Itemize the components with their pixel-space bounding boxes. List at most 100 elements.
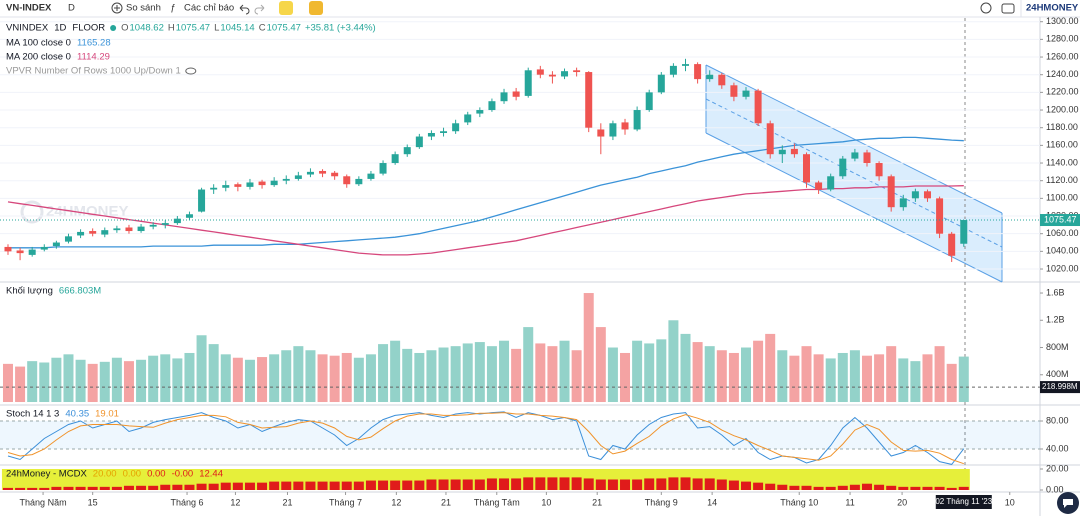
bar [535, 343, 546, 403]
y-tick-label: 1120.00 [1046, 175, 1078, 185]
bar [632, 340, 643, 403]
bar [692, 342, 703, 403]
bar [365, 480, 376, 491]
indicator-icon: ƒ [170, 3, 175, 14]
bar [559, 477, 570, 491]
y-tick-label: 1060.00 [1046, 228, 1079, 238]
candle-body [827, 176, 835, 190]
legend-text: 1075.47 [267, 23, 301, 34]
redo[interactable] [254, 4, 265, 15]
bar [39, 487, 50, 491]
bar [523, 477, 534, 491]
candle-body [706, 74, 714, 80]
bar [583, 293, 594, 403]
bar [317, 481, 328, 491]
bar [825, 486, 836, 491]
visibility-icon[interactable] [185, 67, 197, 75]
chart-layer: 1020.001040.001060.001080.001100.001120.… [0, 16, 1080, 509]
bar [269, 354, 280, 403]
bar [692, 478, 703, 491]
bar [160, 354, 171, 403]
watermark-logo [20, 200, 44, 224]
y-tick-label: 1100.00 [1046, 193, 1078, 203]
bar [535, 477, 546, 491]
bar [716, 350, 727, 403]
bar [329, 481, 340, 491]
bar [511, 478, 522, 491]
legend-text: MA 200 close 0 [6, 52, 71, 63]
indicators-button[interactable]: Các chỉ báo [184, 3, 234, 14]
tool-icon[interactable] [309, 1, 323, 15]
bar [777, 484, 788, 491]
candle-body [77, 231, 85, 236]
snapshot-icon[interactable] [1001, 3, 1015, 14]
undo[interactable] [239, 4, 250, 15]
bar [644, 478, 655, 491]
legend-text: 1114.29 [77, 52, 110, 63]
bar [353, 357, 364, 403]
candle-body [210, 187, 218, 190]
candle-body [815, 182, 823, 190]
bar [232, 482, 243, 491]
bar [51, 357, 62, 403]
settings-icon[interactable] [980, 2, 992, 14]
candle-body [173, 218, 181, 224]
y-tick-label: 0.00 [1046, 484, 1064, 494]
bar [644, 343, 655, 403]
bar [220, 354, 231, 403]
brand: 24HMONEY [1026, 3, 1079, 14]
compare-button[interactable]: So sánh [126, 3, 161, 14]
legend-text: VPVR Number Of Rows 1000 Up/Down 1 [6, 66, 181, 77]
candle-body [367, 173, 375, 179]
bar [99, 486, 110, 491]
candle-body [960, 220, 968, 244]
interval[interactable]: D [68, 3, 75, 14]
candle-body [500, 92, 508, 102]
x-tick-label: 21 [441, 497, 451, 507]
y-tick-label: 1160.00 [1046, 140, 1078, 150]
y-tick-label: 1020.00 [1046, 263, 1079, 273]
bar [934, 486, 945, 491]
bar [922, 354, 933, 403]
reference-label: 218.998M [1042, 382, 1078, 391]
candle-body [790, 148, 798, 155]
channel-fill[interactable] [706, 65, 1002, 282]
bar [523, 327, 534, 403]
bar [874, 354, 885, 403]
legend-text: 19.01 [95, 409, 119, 420]
bar [414, 480, 425, 491]
channel-midline [705, 98, 1003, 248]
bar [196, 335, 207, 403]
bar [801, 485, 812, 491]
channel-line[interactable] [705, 64, 1003, 214]
candle-body [270, 180, 278, 186]
candle-body [911, 191, 919, 199]
legend-text: 1075.47 [176, 23, 210, 34]
symbol[interactable]: VN-INDEX [6, 3, 52, 14]
bar [27, 487, 38, 491]
bar [886, 346, 897, 403]
bar [704, 346, 715, 403]
candle-body [754, 90, 762, 124]
channel-line[interactable] [705, 132, 1003, 283]
y-tick-label: 1180.00 [1046, 122, 1078, 132]
bar [244, 359, 255, 403]
bar [172, 358, 183, 403]
bar [813, 354, 824, 403]
bar [15, 366, 26, 403]
bar [571, 477, 582, 491]
reference-box [1040, 381, 1080, 394]
bar [111, 357, 122, 403]
bar [741, 481, 752, 491]
compare-icon-plus [114, 5, 120, 11]
bar [402, 348, 413, 403]
y-tick-label: 1260.00 [1046, 51, 1079, 61]
candle-body [936, 198, 944, 234]
candle-body [294, 175, 302, 179]
compare-icon[interactable] [111, 2, 123, 14]
legend-text: 1165.28 [77, 38, 111, 49]
bar [837, 352, 848, 403]
candle-body [64, 236, 72, 242]
tool-icon[interactable] [279, 1, 293, 15]
